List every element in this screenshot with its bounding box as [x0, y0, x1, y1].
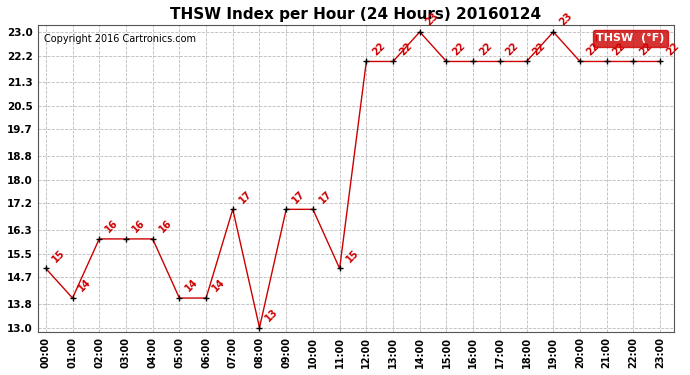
Text: 13: 13: [264, 307, 280, 324]
Text: 22: 22: [638, 40, 654, 57]
Legend: THSW  (°F): THSW (°F): [593, 30, 668, 47]
Text: 14: 14: [77, 277, 93, 294]
Title: THSW Index per Hour (24 Hours) 20160124: THSW Index per Hour (24 Hours) 20160124: [170, 7, 541, 22]
Text: 22: 22: [531, 40, 547, 57]
Text: 22: 22: [611, 40, 627, 57]
Text: 22: 22: [371, 40, 387, 57]
Text: 17: 17: [290, 189, 307, 205]
Text: 16: 16: [130, 218, 147, 235]
Text: 14: 14: [210, 277, 227, 294]
Text: 16: 16: [157, 218, 173, 235]
Text: 16: 16: [104, 218, 120, 235]
Text: 15: 15: [344, 248, 360, 264]
Text: 22: 22: [504, 40, 521, 57]
Text: 22: 22: [664, 40, 681, 57]
Text: 22: 22: [451, 40, 467, 57]
Text: Copyright 2016 Cartronics.com: Copyright 2016 Cartronics.com: [44, 34, 196, 44]
Text: 23: 23: [558, 11, 574, 28]
Text: 14: 14: [184, 277, 200, 294]
Text: 22: 22: [584, 40, 601, 57]
Text: 17: 17: [317, 189, 334, 205]
Text: 17: 17: [237, 189, 253, 205]
Text: 22: 22: [477, 40, 494, 57]
Text: 15: 15: [50, 248, 67, 264]
Text: 22: 22: [397, 40, 414, 57]
Text: 23: 23: [424, 11, 440, 28]
